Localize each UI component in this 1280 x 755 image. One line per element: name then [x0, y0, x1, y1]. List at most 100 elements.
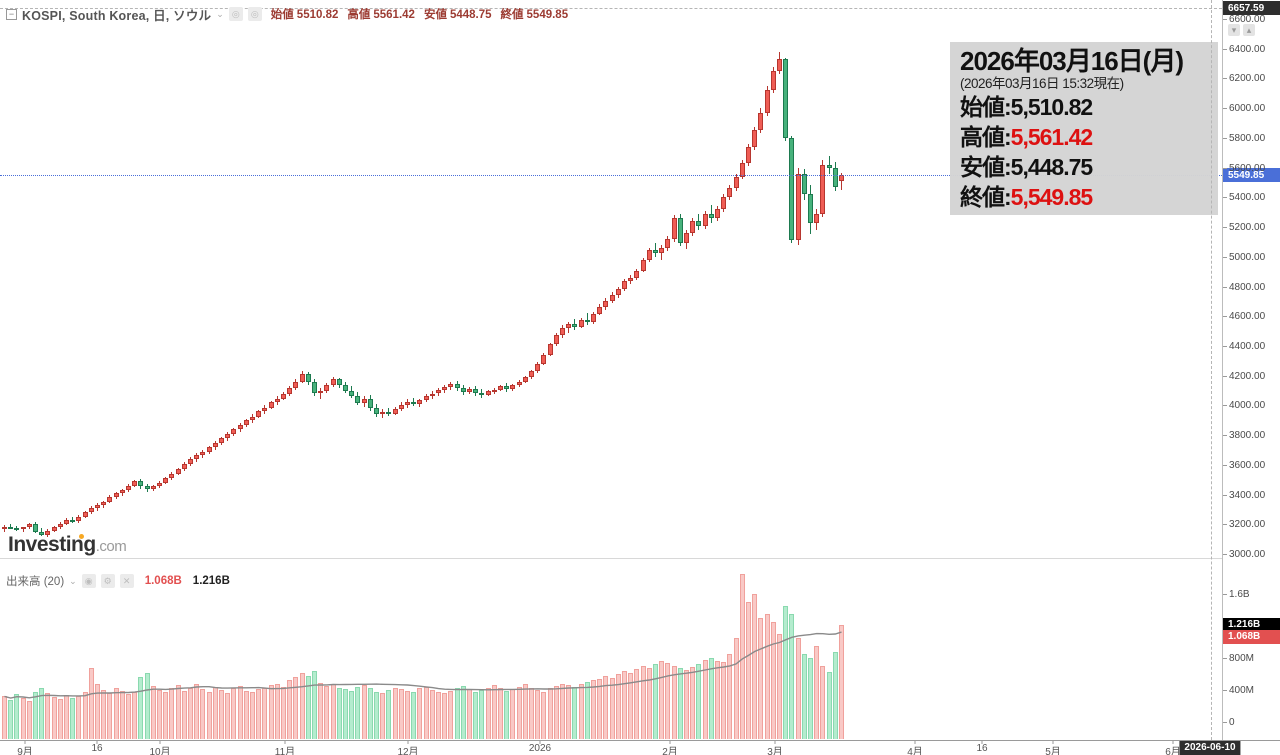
- volume-bar[interactable]: [200, 689, 206, 739]
- candle[interactable]: [374, 408, 379, 415]
- candle[interactable]: [312, 382, 317, 394]
- candle[interactable]: [330, 379, 336, 386]
- candle[interactable]: [343, 384, 348, 392]
- chevron-down-icon[interactable]: ⌄: [216, 8, 224, 19]
- volume-bar[interactable]: [491, 685, 497, 739]
- volume-bar[interactable]: [26, 701, 32, 739]
- candle[interactable]: [287, 388, 293, 395]
- volume-bar[interactable]: [82, 692, 88, 739]
- candle[interactable]: [206, 447, 212, 453]
- candle[interactable]: [702, 213, 708, 226]
- candle[interactable]: [82, 512, 88, 517]
- volume-bar[interactable]: [708, 658, 714, 739]
- volume-bar[interactable]: [758, 618, 764, 739]
- candle[interactable]: [560, 328, 565, 335]
- candle[interactable]: [448, 383, 454, 387]
- candle[interactable]: [640, 260, 646, 271]
- volume-bar[interactable]: [157, 690, 162, 739]
- candle[interactable]: [398, 404, 404, 410]
- volume-pane[interactable]: 出来高 (20) ⌄ ◉ ⚙ ✕ 1.068B 1.216B: [0, 559, 1222, 740]
- candle[interactable]: [20, 527, 26, 530]
- candle[interactable]: [268, 402, 274, 408]
- volume-bar[interactable]: [814, 646, 820, 739]
- candle[interactable]: [801, 173, 807, 195]
- candle[interactable]: [423, 395, 429, 401]
- candle[interactable]: [727, 188, 733, 198]
- candle[interactable]: [597, 306, 603, 314]
- candle[interactable]: [553, 334, 559, 345]
- volume-bar[interactable]: [659, 661, 665, 739]
- candle[interactable]: [665, 238, 671, 248]
- volume-bar[interactable]: [566, 685, 572, 739]
- candle[interactable]: [132, 481, 138, 486]
- volume-bar[interactable]: [113, 687, 119, 739]
- candle[interactable]: [516, 381, 522, 386]
- volume-bar[interactable]: [597, 678, 603, 739]
- candle[interactable]: [491, 389, 497, 392]
- volume-bar[interactable]: [591, 680, 596, 739]
- candle[interactable]: [169, 473, 175, 479]
- volume-bar[interactable]: [411, 692, 417, 739]
- volume-bar[interactable]: [126, 694, 131, 739]
- volume-bar[interactable]: [20, 698, 26, 739]
- candle[interactable]: [175, 469, 181, 474]
- volume-bar[interactable]: [777, 634, 782, 739]
- volume-bar[interactable]: [163, 692, 169, 739]
- candle[interactable]: [634, 270, 640, 279]
- candle[interactable]: [460, 388, 466, 392]
- volume-bar[interactable]: [367, 688, 373, 739]
- volume-bar[interactable]: [336, 687, 342, 739]
- candle[interactable]: [522, 377, 528, 382]
- candle[interactable]: [150, 486, 156, 490]
- candle[interactable]: [764, 90, 770, 113]
- volume-bar[interactable]: [671, 666, 677, 739]
- volume-bar[interactable]: [690, 666, 696, 739]
- volume-bar[interactable]: [715, 661, 720, 739]
- candle[interactable]: [380, 412, 386, 415]
- volume-bar[interactable]: [429, 690, 435, 739]
- volume-bar[interactable]: [516, 686, 522, 739]
- candle[interactable]: [454, 383, 460, 389]
- candle[interactable]: [144, 486, 150, 490]
- volume-bar[interactable]: [721, 662, 727, 739]
- volume-bar[interactable]: [374, 691, 379, 739]
- candle[interactable]: [107, 496, 113, 502]
- volume-bar[interactable]: [405, 690, 410, 739]
- volume-bar[interactable]: [448, 690, 454, 739]
- volume-bar[interactable]: [764, 614, 770, 739]
- candle[interactable]: [411, 402, 417, 405]
- volume-bar[interactable]: [504, 690, 510, 739]
- volume-bar[interactable]: [8, 699, 14, 739]
- legend-collapse-icon[interactable]: −: [6, 8, 17, 20]
- candle[interactable]: [324, 385, 330, 391]
- candle[interactable]: [591, 313, 596, 323]
- volume-bar[interactable]: [826, 672, 832, 739]
- candle[interactable]: [628, 278, 634, 282]
- candle[interactable]: [219, 438, 224, 444]
- candle[interactable]: [336, 379, 342, 385]
- candle[interactable]: [752, 130, 758, 147]
- volume-bar[interactable]: [281, 686, 286, 739]
- candle[interactable]: [157, 482, 162, 487]
- volume-bar[interactable]: [324, 686, 330, 739]
- candle[interactable]: [181, 464, 187, 470]
- volume-bar[interactable]: [386, 690, 392, 739]
- candle[interactable]: [789, 137, 795, 241]
- candle[interactable]: [405, 402, 410, 405]
- pane-separator[interactable]: [0, 558, 1222, 559]
- candle[interactable]: [250, 416, 255, 421]
- volume-bar[interactable]: [349, 690, 355, 739]
- pane-collapse-up-icon[interactable]: ▴: [1243, 24, 1255, 36]
- volume-bar[interactable]: [398, 689, 404, 739]
- candle[interactable]: [305, 374, 311, 383]
- volume-bar[interactable]: [479, 690, 485, 739]
- volume-bar[interactable]: [250, 692, 255, 739]
- volume-bar[interactable]: [57, 698, 63, 739]
- volume-bar[interactable]: [299, 673, 305, 739]
- volume-bar[interactable]: [144, 673, 150, 739]
- candle[interactable]: [436, 389, 441, 394]
- volume-bar[interactable]: [355, 686, 361, 739]
- candle[interactable]: [479, 392, 485, 395]
- volume-bar[interactable]: [522, 684, 528, 739]
- candle[interactable]: [541, 354, 547, 364]
